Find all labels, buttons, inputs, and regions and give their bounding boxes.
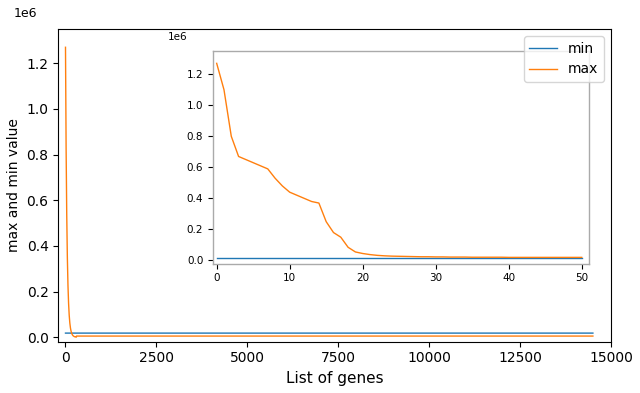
min: [571, 331, 579, 336]
max: [72, 335, 80, 340]
max: [463, 334, 471, 338]
max: [61, 45, 69, 50]
min: [239, 331, 247, 336]
Line: max: max: [65, 47, 593, 337]
X-axis label: List of genes: List of genes: [286, 371, 383, 386]
min: [573, 331, 580, 336]
max: [573, 334, 580, 338]
max: [463, 334, 471, 338]
min: [98, 331, 106, 336]
Legend: min, max: min, max: [524, 36, 604, 82]
Text: 1e6: 1e6: [14, 7, 38, 20]
max: [98, 334, 106, 338]
max: [589, 334, 596, 338]
min: [61, 331, 69, 336]
min: [463, 331, 471, 336]
min: [589, 331, 596, 336]
Y-axis label: max and min value: max and min value: [7, 118, 21, 252]
max: [239, 334, 247, 338]
min: [463, 331, 471, 336]
max: [571, 334, 579, 338]
